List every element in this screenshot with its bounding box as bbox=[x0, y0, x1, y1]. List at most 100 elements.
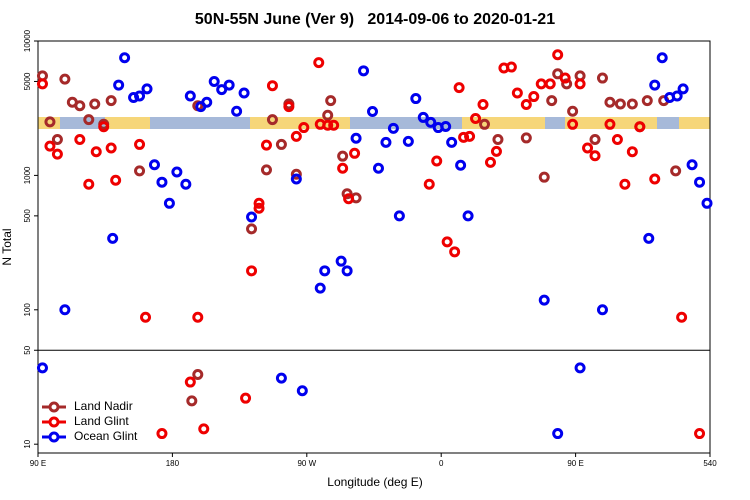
point bbox=[325, 95, 337, 107]
point bbox=[528, 91, 540, 103]
point bbox=[611, 133, 623, 145]
x-tick-label: 90 W bbox=[297, 459, 316, 468]
point bbox=[134, 165, 146, 177]
chart-title: 50N-55N June (Ver 9) 2014-09-06 to 2020-… bbox=[195, 11, 555, 28]
point bbox=[694, 428, 706, 440]
point bbox=[552, 49, 564, 61]
point bbox=[335, 255, 347, 267]
y-tick-label: 1000 bbox=[23, 166, 32, 184]
y-tick-label: 10000 bbox=[23, 29, 32, 52]
point bbox=[492, 133, 504, 145]
y-axis-label: N Total bbox=[0, 228, 14, 265]
point bbox=[341, 188, 353, 200]
y-tick-label: 5000 bbox=[23, 72, 32, 90]
point bbox=[44, 116, 56, 128]
point bbox=[51, 133, 63, 145]
point bbox=[425, 116, 437, 128]
legend-label: Land Nadir bbox=[74, 399, 133, 413]
point bbox=[589, 150, 601, 162]
point bbox=[538, 294, 550, 306]
point bbox=[641, 95, 653, 107]
point bbox=[240, 392, 252, 404]
point bbox=[520, 98, 532, 110]
point bbox=[358, 65, 370, 77]
point bbox=[559, 72, 571, 84]
point bbox=[110, 174, 122, 186]
legend-marker bbox=[48, 416, 60, 428]
ocean-strip bbox=[657, 117, 679, 129]
point bbox=[656, 52, 668, 64]
point bbox=[464, 130, 476, 142]
point bbox=[552, 428, 564, 440]
series-points bbox=[36, 49, 706, 440]
point bbox=[367, 105, 379, 117]
point bbox=[701, 197, 713, 209]
point bbox=[538, 171, 550, 183]
point bbox=[462, 210, 474, 222]
point bbox=[511, 87, 523, 99]
point bbox=[567, 105, 579, 117]
point bbox=[574, 362, 586, 374]
point bbox=[36, 78, 48, 90]
point bbox=[449, 246, 461, 258]
point bbox=[423, 178, 435, 190]
point bbox=[184, 90, 196, 102]
point bbox=[604, 118, 616, 130]
point bbox=[296, 385, 308, 397]
point bbox=[372, 162, 384, 174]
point bbox=[604, 96, 616, 108]
point bbox=[393, 210, 405, 222]
point bbox=[246, 211, 258, 223]
legend-marker bbox=[48, 401, 60, 413]
legend-marker bbox=[48, 431, 60, 443]
point bbox=[686, 159, 698, 171]
point bbox=[410, 93, 422, 105]
point bbox=[74, 100, 86, 112]
point bbox=[328, 119, 340, 131]
point bbox=[275, 372, 287, 384]
point bbox=[441, 236, 453, 248]
y-tick-label: 500 bbox=[23, 209, 32, 223]
point bbox=[260, 164, 272, 176]
point bbox=[643, 232, 655, 244]
point bbox=[350, 132, 362, 144]
x-tick-label: 90 E bbox=[30, 459, 46, 468]
point bbox=[677, 83, 689, 95]
point bbox=[198, 423, 210, 435]
point bbox=[298, 122, 310, 134]
legend-label: Ocean Glint bbox=[74, 429, 138, 443]
legend-label: Land Glint bbox=[74, 414, 129, 428]
point bbox=[134, 90, 146, 102]
point bbox=[246, 265, 258, 277]
point bbox=[260, 139, 272, 151]
point bbox=[253, 202, 265, 214]
point bbox=[141, 83, 153, 95]
point bbox=[567, 118, 579, 130]
ocean-strip bbox=[545, 117, 565, 129]
point bbox=[290, 130, 302, 142]
point bbox=[59, 304, 71, 316]
y-tick-label: 50 bbox=[23, 345, 32, 354]
point bbox=[458, 131, 470, 143]
point bbox=[455, 159, 467, 171]
point bbox=[670, 165, 682, 177]
point bbox=[186, 395, 198, 407]
point bbox=[619, 178, 631, 190]
point bbox=[380, 136, 392, 148]
point bbox=[148, 159, 160, 171]
point bbox=[113, 79, 125, 91]
point bbox=[290, 168, 302, 180]
point bbox=[107, 232, 119, 244]
point bbox=[402, 135, 414, 147]
point bbox=[596, 304, 608, 316]
plot-frame bbox=[37, 40, 711, 454]
point bbox=[322, 109, 334, 121]
point bbox=[490, 145, 502, 157]
point bbox=[238, 87, 250, 99]
point bbox=[314, 282, 326, 294]
point bbox=[676, 311, 688, 323]
point bbox=[446, 136, 458, 148]
point bbox=[223, 79, 235, 91]
point bbox=[574, 78, 586, 90]
